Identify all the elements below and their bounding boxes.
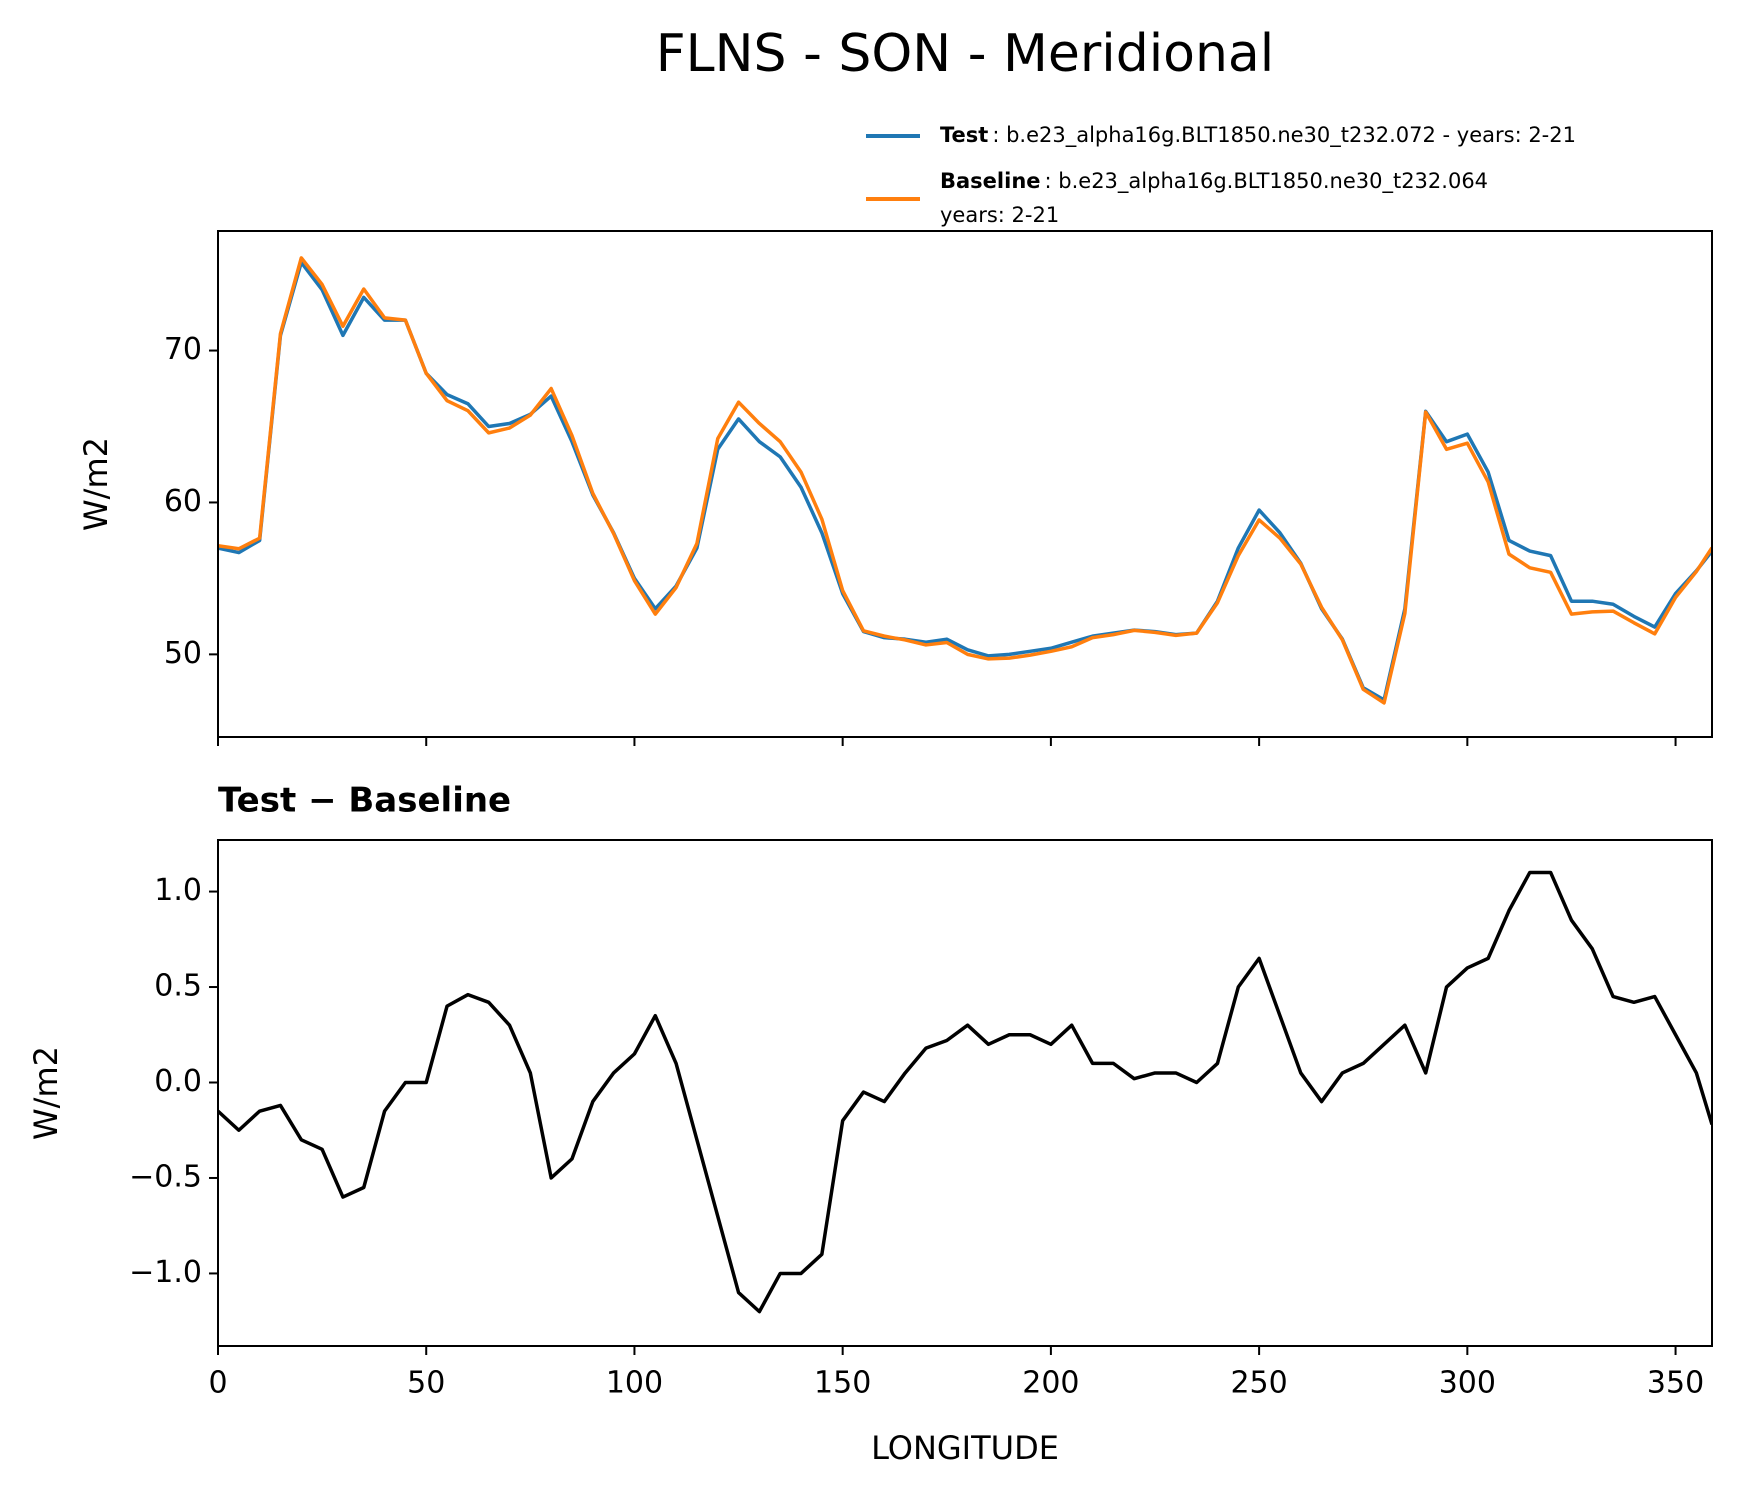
legend-name: Test: [940, 123, 988, 147]
y-tick-label: −0.5: [129, 1159, 202, 1194]
y-axis-label: W/m2: [77, 437, 115, 531]
y-tick-label: 60: [164, 484, 202, 519]
legend-text: : b.e23_alpha16g.BLT1850.ne30_t232.064: [1045, 169, 1489, 194]
x-tick-label: 50: [407, 1366, 445, 1401]
x-tick-label: 350: [1647, 1366, 1704, 1401]
y-axis-label: W/m2: [27, 1046, 65, 1140]
series-line: [218, 870, 1712, 1314]
subplot-title: Test − Baseline: [218, 781, 511, 821]
y-tick-label: −1.0: [129, 1255, 202, 1290]
x-tick-label: 150: [814, 1366, 871, 1401]
x-axis-label: LONGITUDE: [871, 1429, 1059, 1467]
y-tick-label: 1.0: [154, 873, 202, 908]
x-tick-label: 0: [208, 1366, 227, 1401]
series-line: [218, 260, 1712, 702]
y-tick-label: 0.0: [154, 1064, 202, 1099]
legend-name: Baseline: [940, 169, 1041, 193]
x-tick-label: 250: [1230, 1366, 1287, 1401]
x-tick-label: 100: [606, 1366, 663, 1401]
series-line: [218, 256, 1712, 705]
y-tick-label: 70: [164, 332, 202, 367]
legend-label: Test: b.e23_alpha16g.BLT1850.ne30_t232.0…: [940, 123, 1576, 148]
plot-frame: [217, 230, 1713, 738]
chart-title: FLNS - SON - Meridional: [656, 24, 1275, 84]
y-tick-label: 50: [164, 636, 202, 671]
plot-frame: [217, 839, 1713, 1347]
y-tick-label: 0.5: [154, 969, 202, 1004]
legend-label: Baseline: b.e23_alpha16g.BLT1850.ne30_t2…: [940, 169, 1488, 194]
x-tick-label: 300: [1439, 1366, 1496, 1401]
legend-text: years: 2-21: [940, 203, 1059, 227]
x-tick-label: 200: [1022, 1366, 1079, 1401]
legend-text: : b.e23_alpha16g.BLT1850.ne30_t232.072 -…: [992, 123, 1576, 148]
